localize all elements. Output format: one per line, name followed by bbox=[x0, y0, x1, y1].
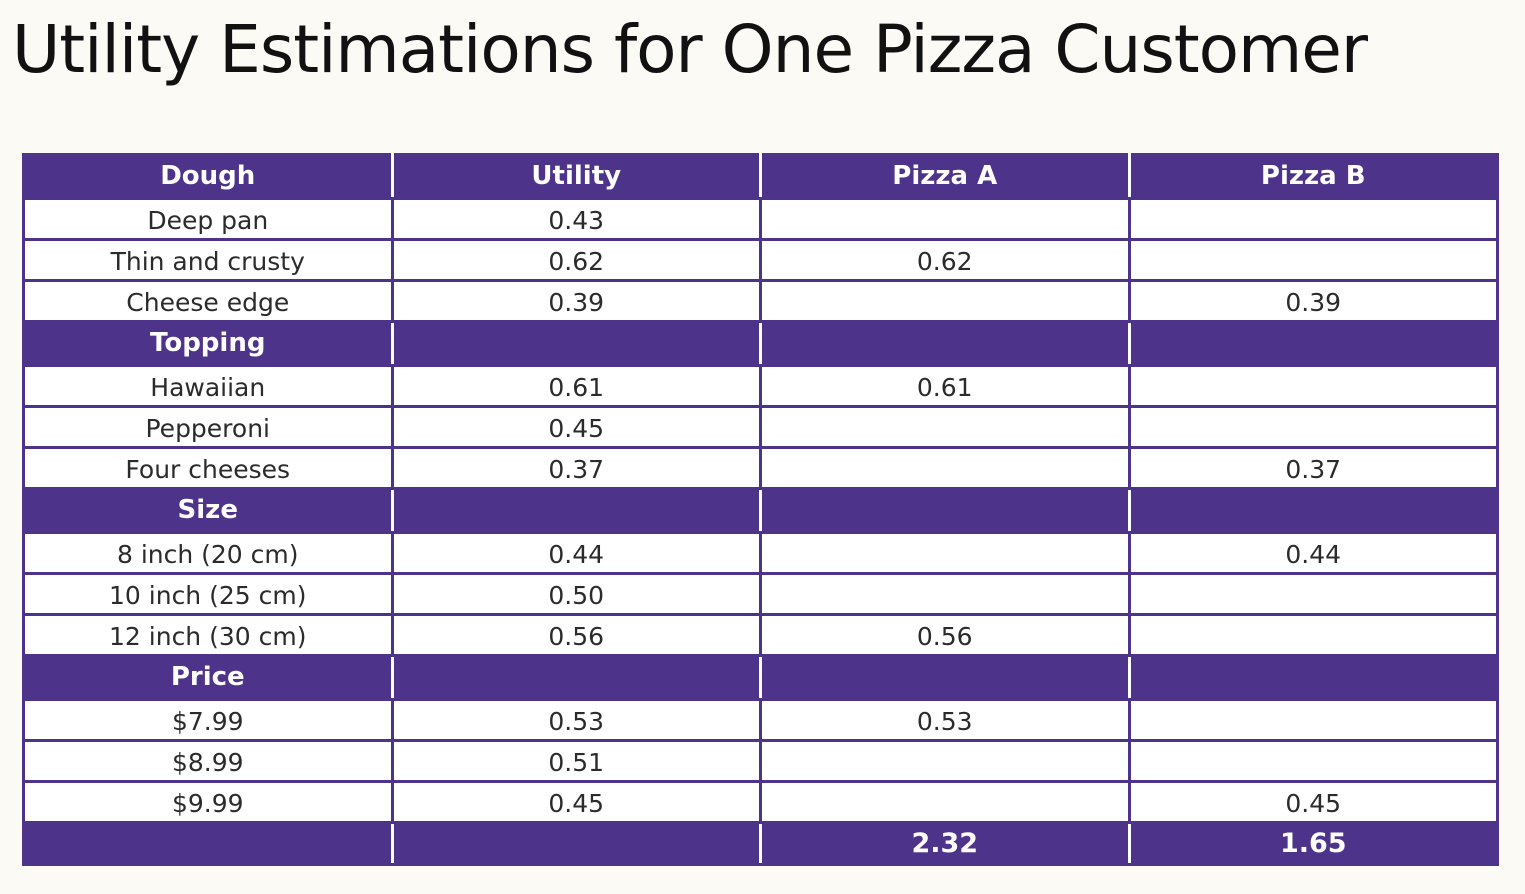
utility-table-body: Dough Utility Pizza A Pizza B Deep pan 0.… bbox=[22, 153, 1499, 866]
cell-pizza-a bbox=[759, 405, 1131, 449]
table-row: 12 inch (30 cm) 0.56 0.56 bbox=[22, 613, 1499, 657]
cell-pizza-a bbox=[759, 197, 1131, 241]
cell-utility: 0.43 bbox=[390, 197, 762, 241]
cell-attribute: Deep pan bbox=[22, 197, 394, 241]
cell-attribute: 8 inch (20 cm) bbox=[22, 531, 394, 575]
cell-attribute: Hawaiian bbox=[22, 364, 394, 408]
cell-utility: 0.50 bbox=[390, 572, 762, 616]
section-cell-attribute: Topping bbox=[22, 320, 394, 367]
cell-pizza-a: 0.62 bbox=[759, 238, 1131, 282]
section-header-row: Price bbox=[22, 654, 1499, 701]
section-cell-utility bbox=[390, 320, 762, 367]
column-header-utility: Utility bbox=[390, 153, 762, 200]
table-row: $8.99 0.51 bbox=[22, 739, 1499, 783]
cell-pizza-b bbox=[1127, 572, 1499, 616]
cell-utility: 0.45 bbox=[390, 780, 762, 824]
cell-pizza-b bbox=[1127, 613, 1499, 657]
cell-pizza-a bbox=[759, 279, 1131, 323]
cell-utility: 0.53 bbox=[390, 698, 762, 742]
cell-attribute: Pepperoni bbox=[22, 405, 394, 449]
cell-utility: 0.44 bbox=[390, 531, 762, 575]
section-cell-pizza-a bbox=[759, 487, 1131, 534]
table-row: Four cheeses 0.37 0.37 bbox=[22, 446, 1499, 490]
table-row: Hawaiian 0.61 0.61 bbox=[22, 364, 1499, 408]
section-cell-pizza-b bbox=[1127, 654, 1499, 701]
slide-title: Utility Estimations for One Pizza Custom… bbox=[12, 11, 1368, 88]
cell-pizza-b bbox=[1127, 197, 1499, 241]
total-cell-pizza-b: 1.65 bbox=[1127, 821, 1499, 866]
table-row: $9.99 0.45 0.45 bbox=[22, 780, 1499, 824]
cell-pizza-b: 0.37 bbox=[1127, 446, 1499, 490]
cell-pizza-b bbox=[1127, 739, 1499, 783]
section-cell-attribute: Size bbox=[22, 487, 394, 534]
section-cell-pizza-a bbox=[759, 654, 1131, 701]
table-row: Deep pan 0.43 bbox=[22, 197, 1499, 241]
section-cell-pizza-a bbox=[759, 320, 1131, 367]
section-header-row: Topping bbox=[22, 320, 1499, 367]
cell-attribute: 10 inch (25 cm) bbox=[22, 572, 394, 616]
total-cell-pizza-a: 2.32 bbox=[759, 821, 1131, 866]
section-cell-utility bbox=[390, 487, 762, 534]
cell-attribute: Thin and crusty bbox=[22, 238, 394, 282]
section-cell-attribute: Price bbox=[22, 654, 394, 701]
column-header-row: Dough Utility Pizza A Pizza B bbox=[22, 153, 1499, 200]
cell-attribute: $8.99 bbox=[22, 739, 394, 783]
section-cell-utility bbox=[390, 654, 762, 701]
cell-pizza-a bbox=[759, 780, 1131, 824]
cell-utility: 0.45 bbox=[390, 405, 762, 449]
utility-table: Dough Utility Pizza A Pizza B Deep pan 0.… bbox=[22, 153, 1499, 866]
table-row: 8 inch (20 cm) 0.44 0.44 bbox=[22, 531, 1499, 575]
cell-attribute: 12 inch (30 cm) bbox=[22, 613, 394, 657]
column-header-pizza-b: Pizza B bbox=[1127, 153, 1499, 200]
cell-utility: 0.39 bbox=[390, 279, 762, 323]
section-cell-pizza-b bbox=[1127, 320, 1499, 367]
cell-pizza-b: 0.39 bbox=[1127, 279, 1499, 323]
cell-pizza-a: 0.61 bbox=[759, 364, 1131, 408]
table-row: 10 inch (25 cm) 0.50 bbox=[22, 572, 1499, 616]
column-header-dough: Dough bbox=[22, 153, 394, 200]
table-row: $7.99 0.53 0.53 bbox=[22, 698, 1499, 742]
cell-pizza-b bbox=[1127, 405, 1499, 449]
cell-attribute: $9.99 bbox=[22, 780, 394, 824]
total-row: 2.32 1.65 bbox=[22, 821, 1499, 866]
cell-pizza-a bbox=[759, 531, 1131, 575]
cell-utility: 0.61 bbox=[390, 364, 762, 408]
cell-attribute: Four cheeses bbox=[22, 446, 394, 490]
section-cell-pizza-b bbox=[1127, 487, 1499, 534]
cell-pizza-b: 0.44 bbox=[1127, 531, 1499, 575]
table-row: Cheese edge 0.39 0.39 bbox=[22, 279, 1499, 323]
total-cell-utility bbox=[390, 821, 762, 866]
cell-pizza-a: 0.56 bbox=[759, 613, 1131, 657]
table-row: Pepperoni 0.45 bbox=[22, 405, 1499, 449]
cell-utility: 0.62 bbox=[390, 238, 762, 282]
total-cell-attribute bbox=[22, 821, 394, 866]
cell-utility: 0.37 bbox=[390, 446, 762, 490]
cell-utility: 0.56 bbox=[390, 613, 762, 657]
cell-pizza-b: 0.45 bbox=[1127, 780, 1499, 824]
column-header-pizza-a: Pizza A bbox=[759, 153, 1131, 200]
cell-utility: 0.51 bbox=[390, 739, 762, 783]
cell-pizza-a bbox=[759, 572, 1131, 616]
section-header-row: Size bbox=[22, 487, 1499, 534]
cell-pizza-a: 0.53 bbox=[759, 698, 1131, 742]
cell-pizza-a bbox=[759, 739, 1131, 783]
cell-attribute: Cheese edge bbox=[22, 279, 394, 323]
cell-pizza-b bbox=[1127, 238, 1499, 282]
cell-pizza-b bbox=[1127, 364, 1499, 408]
table-row: Thin and crusty 0.62 0.62 bbox=[22, 238, 1499, 282]
cell-pizza-a bbox=[759, 446, 1131, 490]
cell-attribute: $7.99 bbox=[22, 698, 394, 742]
cell-pizza-b bbox=[1127, 698, 1499, 742]
utility-table-container: Dough Utility Pizza A Pizza B Deep pan 0.… bbox=[22, 153, 1499, 866]
